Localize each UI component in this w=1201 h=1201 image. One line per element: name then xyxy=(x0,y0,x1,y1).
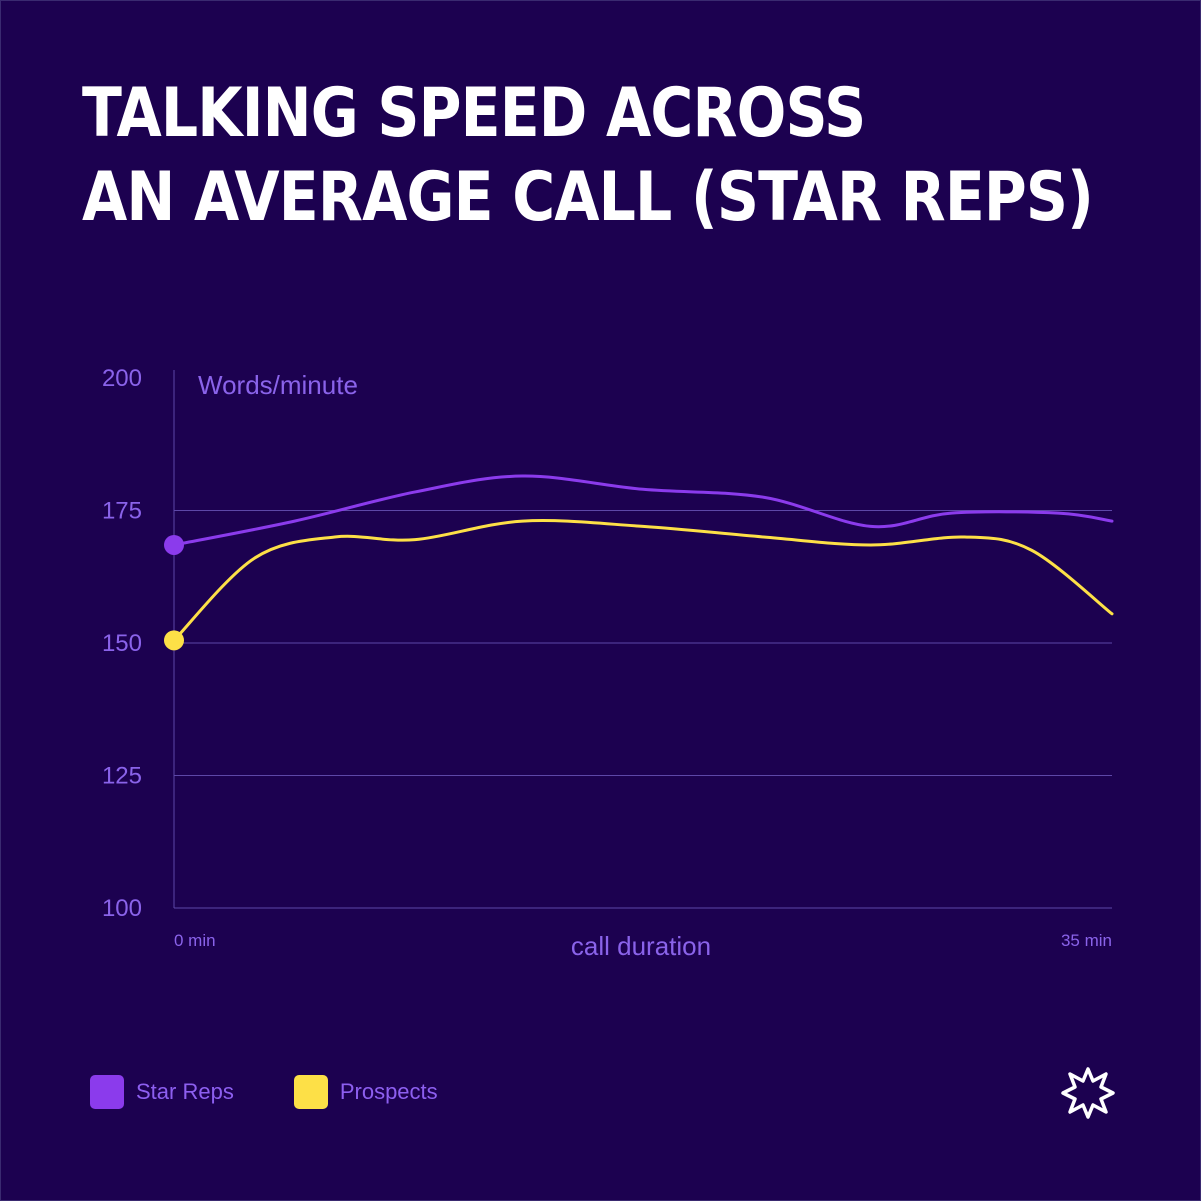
series-line-prospects xyxy=(172,519,1114,642)
legend-swatch-star-reps xyxy=(90,1075,124,1109)
legend-item-prospects: Prospects xyxy=(293,1075,438,1109)
x-axis-label: call duration xyxy=(571,931,711,961)
starburst-icon xyxy=(1061,1067,1115,1119)
x-tick-label-start: 0 min xyxy=(174,931,216,950)
series-start-point-star-reps xyxy=(164,534,184,555)
y-tick-label-200: 200 xyxy=(102,365,142,392)
x-tick-label-end: 35 min xyxy=(1061,931,1112,950)
series-lines xyxy=(164,474,1114,651)
series-line-star-reps xyxy=(172,474,1114,547)
legend-swatch-prospects xyxy=(293,1075,328,1109)
y-tick-label-150: 150 xyxy=(102,630,142,657)
y-tick-labels: 100 125 150 175 200 xyxy=(102,365,142,922)
legend-item-star-reps: Star Reps xyxy=(90,1075,234,1109)
legend-label-prospects: Prospects xyxy=(339,1079,438,1104)
legend: Star Reps Prospects xyxy=(90,1075,498,1109)
line-chart: 100 125 150 175 200 Words/minute call durati… xyxy=(102,365,1114,961)
title-line-1: Talking speed across xyxy=(82,74,866,153)
chart-title: Talking speed across an average call (st… xyxy=(82,72,1094,240)
y-tick-label-175: 175 xyxy=(102,498,142,525)
y-axis-label: Words/minute xyxy=(198,370,358,400)
title-line-2: an average call (star reps) xyxy=(82,158,1094,237)
legend-label-star-reps: Star Reps xyxy=(136,1079,234,1104)
y-tick-label-100: 100 xyxy=(102,895,142,922)
y-tick-label-125: 125 xyxy=(102,763,142,790)
series-start-point-prospects xyxy=(164,630,184,651)
grid-lines xyxy=(174,510,1112,909)
